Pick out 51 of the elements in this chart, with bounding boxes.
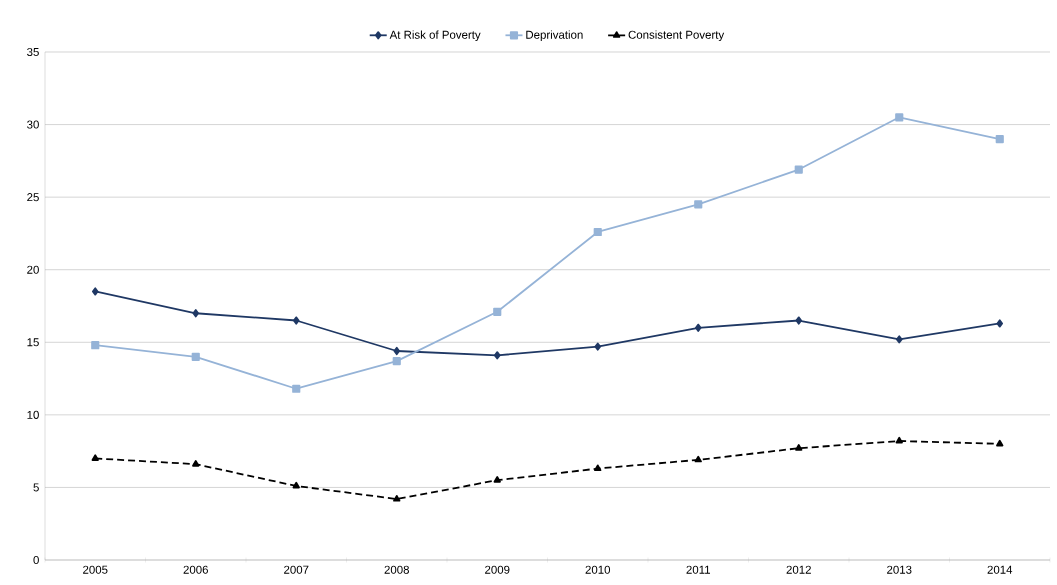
point [995, 134, 1004, 144]
point [91, 454, 99, 461]
x-tick-label: 2006 [183, 565, 208, 574]
point [292, 481, 300, 489]
point [392, 357, 401, 366]
point [292, 316, 300, 325]
y-tick-label: 20 [27, 265, 39, 274]
point [694, 455, 702, 463]
point [493, 476, 501, 483]
point [895, 335, 903, 344]
point [393, 494, 401, 502]
point [91, 287, 99, 296]
y-tick-label: 5 [33, 483, 39, 492]
legend-label: At Risk of Poverty [389, 30, 481, 42]
point [292, 384, 301, 393]
x-tick-label: 2009 [485, 565, 510, 574]
point [895, 436, 903, 444]
point [996, 439, 1004, 447]
point [694, 200, 703, 209]
x-tick-label: 2012 [786, 565, 811, 574]
point [593, 227, 602, 237]
point [493, 351, 501, 360]
y-tick-label: 35 [27, 47, 39, 57]
x-tick-label: 2010 [585, 565, 611, 574]
point [594, 342, 602, 351]
point [191, 352, 200, 361]
point [694, 323, 702, 332]
legend-label: Deprivation [526, 30, 583, 42]
y-tick-label: 25 [27, 193, 39, 202]
point [393, 346, 401, 356]
point [493, 307, 502, 316]
y-tick-label: 0 [33, 555, 39, 565]
x-tick-label: 2011 [686, 565, 711, 574]
legend-label: Consistent Poverty [628, 30, 725, 42]
point [594, 464, 602, 472]
x-tick-label: 2005 [83, 565, 108, 574]
y-tick-label: 10 [27, 410, 39, 419]
y-tick-label: 30 [27, 120, 39, 129]
point [192, 460, 200, 467]
x-tick-label: 2014 [987, 565, 1013, 574]
x-tick-label: 2007 [284, 565, 309, 574]
point [996, 319, 1004, 328]
point [91, 341, 100, 350]
point [795, 316, 803, 325]
y-tick-label: 15 [27, 338, 39, 347]
point [795, 444, 803, 451]
x-tick-label: 2013 [887, 565, 912, 574]
point [895, 113, 904, 122]
x-tick-label: 2008 [384, 565, 409, 574]
point [192, 309, 200, 318]
point [794, 165, 803, 174]
